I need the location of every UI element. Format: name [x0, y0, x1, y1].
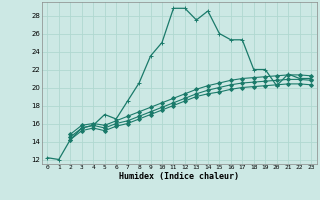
X-axis label: Humidex (Indice chaleur): Humidex (Indice chaleur)	[119, 172, 239, 181]
